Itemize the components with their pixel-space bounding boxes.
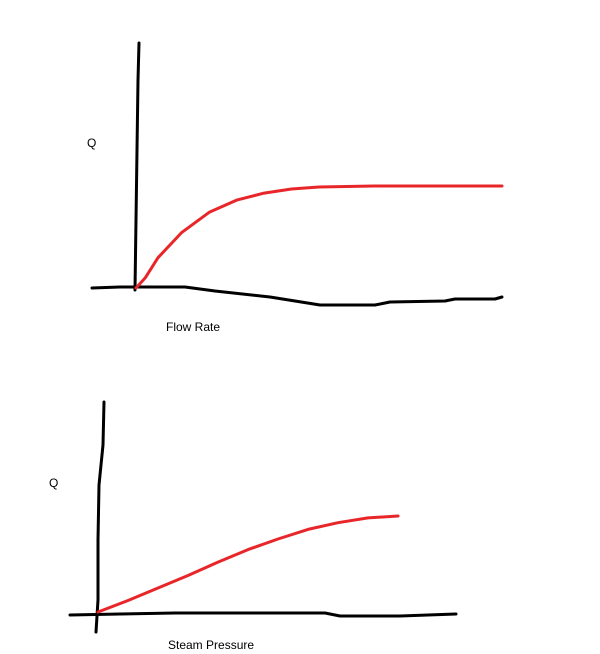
chart2-y-axis (94, 400, 106, 634)
chart1-y-axis (133, 41, 141, 292)
chart2-x-label: Steam Pressure (168, 638, 254, 652)
chart1-x-label: Flow Rate (166, 320, 220, 334)
chart2-y-label: Q (49, 476, 58, 490)
chart2-series-line (96, 514, 400, 614)
chart1-x-axis (90, 285, 504, 307)
chart1-y-label: Q (87, 136, 96, 150)
chart1-series-line (134, 184, 504, 290)
chart2-x-axis (68, 611, 458, 618)
